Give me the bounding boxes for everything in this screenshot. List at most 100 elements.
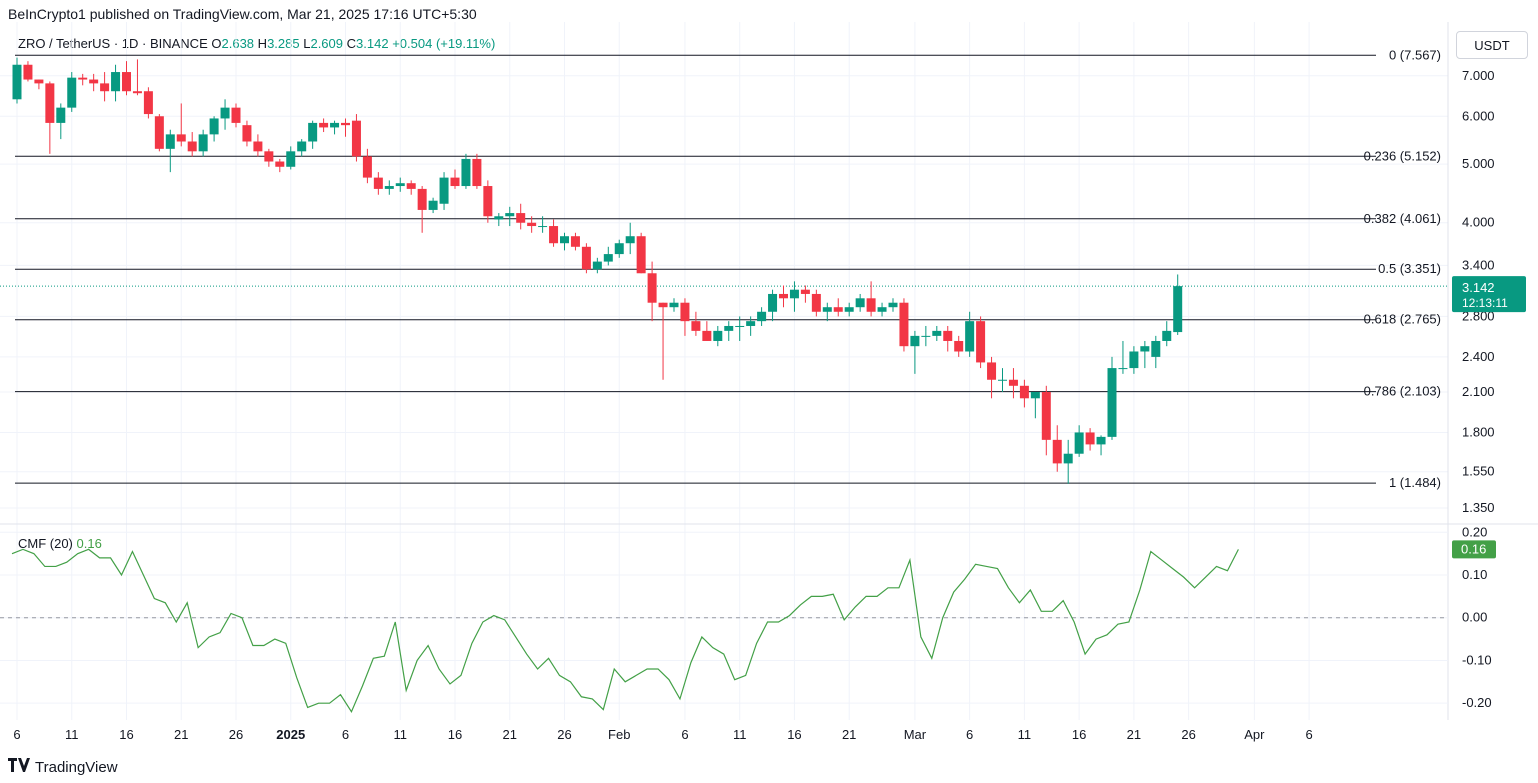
candle (746, 316, 756, 336)
candle-body (428, 200, 438, 210)
candle (768, 289, 778, 322)
candle (12, 57, 22, 104)
candle-body (330, 122, 340, 128)
last-price-badge (1452, 276, 1526, 313)
candle (286, 146, 296, 170)
candle (1173, 274, 1183, 335)
candle-body (45, 83, 55, 123)
candle (691, 311, 701, 336)
candle-body (899, 302, 909, 347)
price-tick-label: 4.000 (1462, 215, 1495, 230)
tradingview-footer[interactable]: TradingView (8, 758, 118, 776)
candle-body (23, 64, 33, 80)
candle-body (198, 134, 208, 152)
candle-body (932, 330, 942, 336)
candle (592, 257, 602, 274)
candle (647, 261, 657, 322)
candle-body (647, 273, 657, 303)
open-label: O (211, 36, 222, 51)
candle-body (822, 307, 832, 312)
candle-body (308, 122, 318, 142)
candle (198, 129, 208, 157)
candle-body (286, 151, 296, 167)
candle-body (998, 379, 1007, 381)
candle-body (581, 246, 591, 270)
candle-body (319, 122, 329, 128)
high-value: 3.285 (267, 36, 300, 51)
candle-body (439, 177, 449, 204)
candle-body (779, 293, 788, 299)
candle (165, 129, 175, 173)
candle (1041, 385, 1051, 456)
candle (1052, 425, 1062, 472)
candle-body (844, 307, 854, 312)
time-tick-label: 16 (787, 727, 801, 742)
candle-body (1074, 432, 1084, 454)
candle-body (275, 161, 285, 167)
cmf-value-marker: 0.16 (1452, 540, 1496, 559)
candle (1129, 346, 1139, 374)
candle-body (658, 302, 668, 308)
candle (702, 321, 712, 341)
candle-body (789, 289, 799, 299)
candle-body (735, 325, 745, 327)
cmf-legend: CMF (20) 0.16 (18, 536, 102, 551)
candle (395, 177, 405, 192)
candle-body (757, 311, 767, 322)
candle (789, 281, 799, 312)
candle-body (165, 134, 175, 149)
candle-body (209, 118, 219, 135)
price-tick-label: 5.000 (1462, 156, 1495, 171)
candle-body (384, 186, 394, 189)
candle-body (625, 236, 635, 244)
candle (428, 197, 438, 214)
time-axis: 6 11 16 21 26 2025 6 11 16 21 26 Feb 6 11 16 21 Mar 6 11 16… (13, 727, 1312, 742)
candle-body (395, 183, 405, 187)
candle (855, 293, 865, 312)
candle (921, 325, 931, 347)
change-value: +0.504 (+19.11%) (392, 36, 496, 51)
candle-body (866, 298, 876, 312)
candle (822, 302, 832, 322)
candle (954, 335, 964, 357)
candle-body (1096, 436, 1106, 445)
candle (67, 72, 77, 112)
symbol-name: ZRO / TetherUS · 1D · BINANCE (18, 36, 208, 51)
candle-body (351, 120, 361, 157)
time-tick-label: 6 (681, 727, 688, 742)
candle-body (231, 107, 241, 123)
time-tick-label: 21 (503, 727, 517, 742)
time-tick-label: Mar (904, 727, 927, 742)
candle (560, 232, 569, 251)
candle (89, 73, 99, 92)
candle (297, 139, 307, 157)
candle (1118, 340, 1128, 374)
candle-body (373, 177, 383, 189)
candle-body (67, 77, 77, 108)
candle-body (910, 335, 920, 347)
candle-body (1030, 391, 1040, 399)
candle-body (921, 335, 931, 337)
candle (384, 180, 394, 195)
candle-body (1063, 453, 1073, 464)
publish-caption: BeInCrypto1 published on TradingView.com… (8, 6, 477, 22)
currency-button[interactable]: USDT (1456, 31, 1528, 59)
candle-body (560, 236, 569, 244)
candle-body (100, 83, 110, 92)
candle-body (417, 188, 427, 210)
time-tick-label: Feb (608, 727, 630, 742)
candle (264, 148, 274, 167)
fib-label: 0.5 (3.351) (1378, 261, 1441, 276)
time-tick-label: 6 (966, 727, 973, 742)
candle (308, 120, 318, 149)
candle (143, 87, 153, 119)
candle-body (78, 77, 88, 80)
candle (987, 356, 997, 399)
candle-body (450, 177, 460, 187)
candle (570, 232, 580, 251)
candle-body (888, 302, 898, 308)
candle (319, 118, 329, 133)
candle-body (702, 330, 712, 341)
candle-body (1173, 286, 1183, 333)
